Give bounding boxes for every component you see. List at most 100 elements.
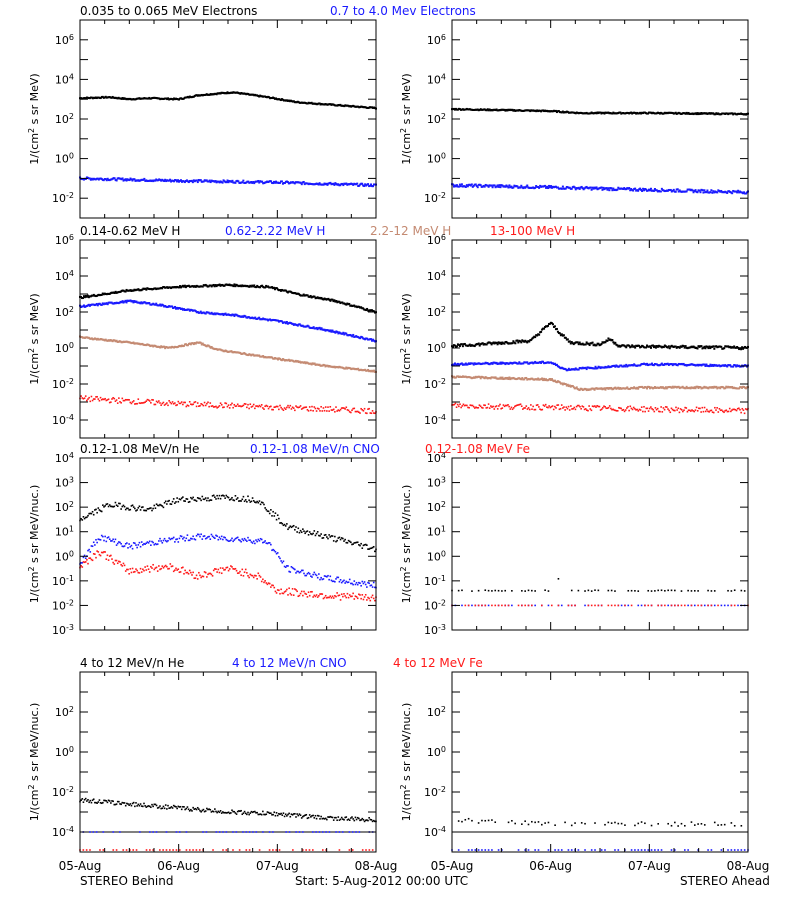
data-point: [116, 562, 119, 565]
y-axis-label-sup: 2: [27, 566, 36, 571]
data-point: [278, 181, 281, 184]
plot-frame: [79, 457, 377, 631]
data-point: [506, 376, 509, 379]
data-point: [329, 329, 332, 332]
data-point: [560, 404, 563, 406]
data-point: [147, 568, 150, 571]
data-point: [331, 298, 334, 301]
data-point: [100, 510, 103, 513]
data-point: [696, 385, 699, 388]
data-point: [185, 537, 188, 540]
data-point: [624, 365, 627, 368]
data-point: [175, 404, 177, 407]
data-point: [148, 302, 151, 305]
data-point: [155, 400, 158, 403]
data-point: [595, 344, 598, 347]
data-point: [216, 571, 218, 573]
data-point: [655, 189, 658, 192]
data-point: [496, 408, 499, 410]
data-point: [614, 365, 617, 368]
data-point: [305, 574, 308, 577]
data-point: [517, 604, 520, 607]
data-point: [471, 604, 473, 607]
data-point: [334, 594, 336, 597]
data-point: [700, 604, 703, 607]
data-point: [219, 402, 222, 405]
data-point: [84, 395, 87, 397]
y-tick-label-base: 10: [52, 624, 66, 637]
y-tick-label-base: 10: [52, 575, 66, 588]
y-tick-label-exp: 2: [69, 112, 74, 121]
data-point: [364, 543, 367, 546]
panel-1: 1/(cm2 s sr MeV/nuc.)10-310-210-11001011…: [399, 451, 749, 637]
data-point: [113, 292, 116, 295]
data-point: [359, 544, 361, 547]
data-point: [600, 387, 603, 390]
data-point: [96, 802, 98, 804]
data-point: [461, 405, 464, 407]
data-point: [735, 365, 738, 368]
data-point: [195, 500, 198, 502]
data-point: [302, 569, 304, 572]
data-point: [670, 589, 673, 592]
data-point: [368, 582, 370, 585]
data-point: [211, 535, 214, 538]
data-point: [273, 286, 276, 289]
data-point: [339, 408, 342, 411]
data-point: [246, 540, 248, 542]
data-point: [110, 540, 112, 542]
data-point: [230, 539, 232, 541]
data-point: [606, 188, 609, 191]
data-point: [342, 407, 344, 409]
data-point: [82, 801, 85, 803]
data-point: [520, 341, 523, 344]
data-point: [114, 803, 117, 806]
data-point: [707, 347, 710, 350]
data-point: [678, 411, 681, 414]
data-point: [230, 403, 232, 406]
data-point: [710, 590, 713, 592]
data-point: [486, 108, 489, 111]
data-point: [266, 583, 269, 586]
data-point: [574, 188, 577, 191]
data-point: [318, 363, 321, 366]
data-point: [158, 806, 160, 809]
data-point: [671, 408, 674, 411]
data-point: [647, 410, 650, 412]
data-point: [311, 576, 313, 578]
data-point: [327, 574, 329, 577]
y-tick-label: 100: [427, 151, 446, 166]
data-point: [207, 573, 209, 576]
data-point: [188, 569, 191, 572]
data-point: [699, 386, 702, 389]
data-point: [92, 553, 95, 555]
data-point: [81, 798, 84, 800]
data-point: [108, 504, 111, 506]
data-point: [206, 576, 208, 578]
data-point: [107, 536, 110, 538]
data-point: [160, 567, 162, 570]
data-point: [733, 408, 736, 411]
y-tick-label: 106: [55, 233, 74, 248]
data-point: [732, 408, 734, 411]
data-point: [94, 553, 96, 555]
data-point: [512, 186, 515, 189]
data-point: [594, 589, 596, 591]
data-point: [233, 499, 236, 502]
data-point: [461, 589, 463, 592]
data-point: [202, 535, 205, 538]
data-point: [687, 409, 690, 412]
data-point: [164, 178, 167, 181]
data-point: [296, 406, 298, 408]
data-point: [103, 506, 105, 508]
data-point: [252, 180, 255, 183]
data-point: [143, 401, 145, 404]
data-point: [584, 590, 586, 592]
data-point: [278, 517, 280, 520]
data-point: [362, 544, 365, 547]
data-point: [660, 604, 663, 607]
y-tick-label: 102: [55, 305, 74, 320]
y-tick-label: 10-4: [424, 413, 446, 428]
data-point: [600, 186, 603, 189]
y-axis-label: 1/(cm2 s sr MeV): [399, 293, 414, 384]
